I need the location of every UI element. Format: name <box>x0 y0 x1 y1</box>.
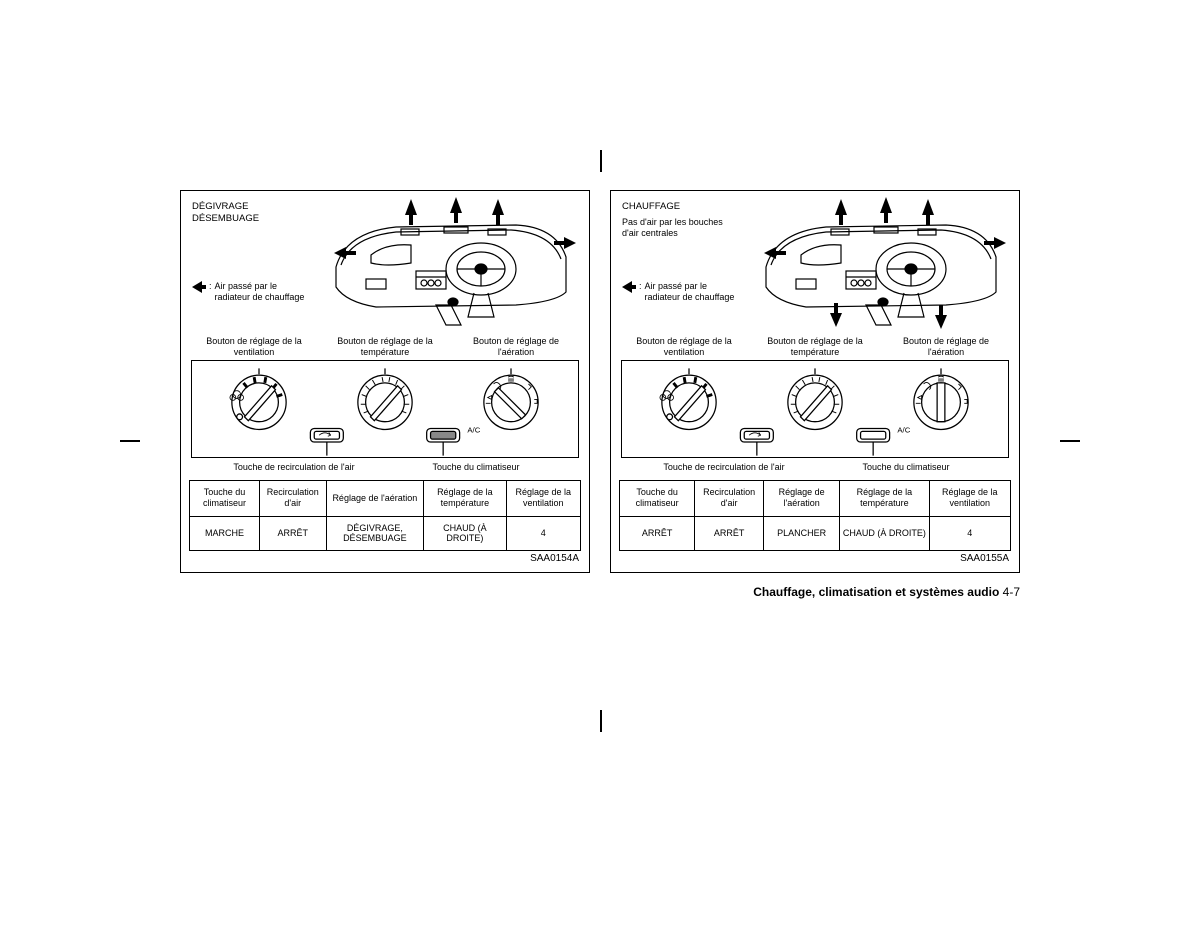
lower-labels-right: Touche de recirculation de l'air Touche … <box>633 462 997 472</box>
ac-label: Touche du climatiseur <box>815 462 997 472</box>
th: Recirculation d'air <box>695 480 764 516</box>
dial-label-temp: Bouton de réglage de la température <box>760 336 870 358</box>
settings-table-left: Touche du climatiseur Recirculation d'ai… <box>189 480 581 552</box>
th: Touche du climatiseur <box>620 480 695 516</box>
recirc-label: Touche de recirculation de l'air <box>633 462 815 472</box>
dial-label-fan: Bouton de réglage de la ventilation <box>199 336 309 358</box>
svg-text:A/C: A/C <box>897 425 910 434</box>
td: CHAUD (À DROITE) <box>424 516 506 551</box>
table-header-row: Touche du climatiseur Recirculation d'ai… <box>620 480 1011 516</box>
th: Réglage de l'aération <box>764 480 840 516</box>
th: Réglage de la température <box>424 480 506 516</box>
table-row: MARCHE ARRÊT DÉGIVRAGE, DÉSEMBUAGE CHAUD… <box>190 516 581 551</box>
dashboard-illustration <box>316 197 576 332</box>
td: CHAUD (À DROITE) <box>840 516 929 550</box>
settings-table-right: Touche du climatiseur Recirculation d'ai… <box>619 480 1011 551</box>
th: Réglage de la température <box>840 480 929 516</box>
table-row: ARRÊT ARRÊT PLANCHER CHAUD (À DROITE) 4 <box>620 516 1011 550</box>
ac-label: Touche du climatiseur <box>385 462 567 472</box>
page-container: DÉGIVRAGE DÉSEMBUAGE : Air passé par le … <box>180 190 1020 599</box>
td: 4 <box>929 516 1010 550</box>
air-note-text: Air passé par le radiateur de chauffage <box>645 281 745 303</box>
td: MARCHE <box>190 516 260 551</box>
crop-mark-right <box>1060 440 1080 442</box>
air-note-colon: : <box>209 281 212 292</box>
figure-code-left: SAA0154A <box>189 553 579 564</box>
air-arrow-icon <box>622 281 636 296</box>
page-footer: Chauffage, climatisation et systèmes aud… <box>180 585 1020 599</box>
recirc-label: Touche de recirculation de l'air <box>203 462 385 472</box>
td: DÉGIVRAGE, DÉSEMBUAGE <box>326 516 424 551</box>
air-note-left: : Air passé par le radiateur de chauffag… <box>192 281 315 303</box>
panel-heating: CHAUFFAGE Pas d'air par les bouches d'ai… <box>610 190 1020 573</box>
panel-subtitle: Pas d'air par les bouches d'air centrale… <box>622 217 732 240</box>
dial-label-temp: Bouton de réglage de la température <box>330 336 440 358</box>
lower-labels-left: Touche de recirculation de l'air Touche … <box>203 462 567 472</box>
dials-svg: A/C <box>196 367 574 457</box>
crop-mark-left <box>120 440 140 442</box>
figure-code-right: SAA0155A <box>619 553 1009 564</box>
footer-page: 4-7 <box>1003 585 1020 599</box>
th: Réglage de l'aération <box>326 480 424 516</box>
th: Réglage de la ventilation <box>929 480 1010 516</box>
crop-mark-bottom <box>600 710 602 732</box>
title-line: CHAUFFAGE <box>622 201 732 213</box>
control-panel-left: A/C <box>191 360 579 458</box>
crop-mark-top <box>600 150 602 172</box>
th: Réglage de la ventilation <box>506 480 580 516</box>
dial-label-fan: Bouton de réglage de la ventilation <box>629 336 739 358</box>
panels-row: DÉGIVRAGE DÉSEMBUAGE : Air passé par le … <box>180 190 1020 573</box>
footer-section: Chauffage, climatisation et systèmes aud… <box>753 585 999 599</box>
td: PLANCHER <box>764 516 840 550</box>
svg-text:A/C: A/C <box>467 425 480 434</box>
td: ARRÊT <box>620 516 695 550</box>
title-line: DÉSEMBUAGE <box>192 213 259 225</box>
th: Touche du climatiseur <box>190 480 260 516</box>
dial-labels-left: Bouton de réglage de la ventilation Bout… <box>199 336 571 358</box>
td: ARRÊT <box>259 516 326 551</box>
panel-defrost: DÉGIVRAGE DÉSEMBUAGE : Air passé par le … <box>180 190 590 573</box>
th: Recirculation d'air <box>259 480 326 516</box>
dial-labels-right: Bouton de réglage de la ventilation Bout… <box>629 336 1001 358</box>
td: ARRÊT <box>695 516 764 550</box>
panel-title-left: DÉGIVRAGE DÉSEMBUAGE <box>192 201 259 225</box>
air-note-colon: : <box>639 281 642 292</box>
title-line: DÉGIVRAGE <box>192 201 259 213</box>
air-arrow-icon <box>192 281 206 296</box>
air-note-right: : Air passé par le radiateur de chauffag… <box>622 281 745 303</box>
air-note-text: Air passé par le radiateur de chauffage <box>215 281 315 303</box>
panel-title-right: CHAUFFAGE Pas d'air par les bouches d'ai… <box>622 201 732 239</box>
dials-svg: A/C <box>626 367 1004 457</box>
control-panel-right: A/C <box>621 360 1009 458</box>
td: 4 <box>506 516 580 551</box>
table-header-row: Touche du climatiseur Recirculation d'ai… <box>190 480 581 516</box>
dashboard-illustration <box>746 197 1006 332</box>
dial-label-mode: Bouton de réglage de l'aération <box>461 336 571 358</box>
dial-label-mode: Bouton de réglage de l'aération <box>891 336 1001 358</box>
